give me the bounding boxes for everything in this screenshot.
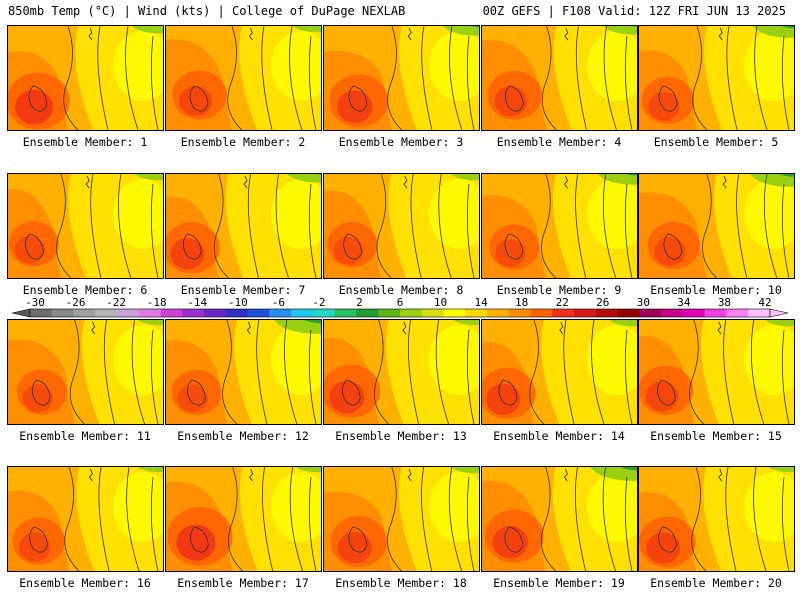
colorbar-segment bbox=[748, 309, 771, 317]
ensemble-member-label: Ensemble Member: 18 bbox=[335, 576, 467, 590]
colorbar-tick-label: 18 bbox=[515, 296, 529, 309]
colorbar-segment bbox=[30, 309, 53, 317]
colorbar-segment bbox=[117, 309, 140, 317]
colorbar-segment bbox=[312, 309, 336, 317]
colorbar-segment bbox=[465, 309, 488, 317]
colorbar-segment bbox=[73, 309, 96, 317]
ensemble-member-label: Ensemble Member: 13 bbox=[335, 429, 467, 443]
colorbar-tick-label: 6 bbox=[396, 296, 404, 309]
colorbar-segment bbox=[225, 309, 248, 317]
ensemble-member-map bbox=[638, 25, 795, 131]
ensemble-member-label: Ensemble Member: 14 bbox=[493, 429, 625, 443]
ensemble-member-map bbox=[481, 25, 638, 131]
colorbar-segment bbox=[291, 309, 314, 317]
ensemble-member-map bbox=[481, 466, 638, 572]
ensemble-member-label: Ensemble Member: 6 bbox=[22, 283, 148, 297]
colorbar-segment bbox=[617, 309, 640, 317]
ensemble-member-map bbox=[7, 319, 164, 425]
colorbar-segment bbox=[443, 309, 466, 317]
colorbar-tick-label: -26 bbox=[65, 296, 86, 309]
colorbar-tick-label: -6 bbox=[271, 296, 285, 309]
ensemble-member-label: Ensemble Member: 4 bbox=[496, 135, 622, 149]
ensemble-member-map bbox=[165, 25, 322, 131]
colorbar-tick-label: -2 bbox=[312, 296, 326, 309]
colorbar-tick-label: 2 bbox=[356, 296, 363, 309]
colorbar-tick-label: 34 bbox=[677, 296, 691, 309]
colorbar-tick-label: 26 bbox=[596, 296, 610, 309]
colorbar-tick-label: 22 bbox=[555, 296, 569, 309]
map-title: 850mb Temp (°C) | Wind (kts) | College o… bbox=[8, 4, 406, 18]
ensemble-member-label: Ensemble Member: 19 bbox=[493, 576, 625, 590]
ensemble-member-label: Ensemble Member: 8 bbox=[338, 283, 464, 297]
colorbar-tick-label: 38 bbox=[717, 296, 732, 309]
ensemble-member-map bbox=[481, 173, 638, 279]
ensemble-member-map bbox=[165, 319, 322, 425]
colorbar-segment bbox=[400, 309, 423, 317]
run-valid-time: 00Z GEFS | F108 Valid: 12Z FRI JUN 13 20… bbox=[482, 4, 786, 18]
colorbar-segment bbox=[51, 309, 74, 317]
colorbar-segment bbox=[530, 309, 553, 317]
ensemble-member-map bbox=[7, 25, 164, 131]
colorbar-tick-label: -30 bbox=[25, 296, 45, 309]
colorbar-tick-label: 10 bbox=[433, 296, 448, 309]
colorbar-tick-label: 30 bbox=[636, 296, 650, 309]
ensemble-member-label: Ensemble Member: 16 bbox=[19, 576, 151, 590]
colorbar-segment bbox=[508, 309, 531, 317]
ensemble-member-label: Ensemble Member: 20 bbox=[650, 576, 782, 590]
ensemble-member-map bbox=[165, 173, 322, 279]
ensemble-member-map bbox=[323, 173, 480, 279]
colorbar-segment bbox=[639, 309, 662, 317]
ensemble-member-label: Ensemble Member: 3 bbox=[338, 135, 464, 149]
colorbar-left-arrow bbox=[11, 308, 31, 318]
colorbar-segment bbox=[595, 309, 618, 317]
colorbar-segment bbox=[487, 309, 510, 317]
ensemble-member-map bbox=[638, 319, 795, 425]
colorbar-tick-label: 42 bbox=[758, 296, 772, 309]
colorbar-tick-label: -18 bbox=[146, 296, 167, 309]
ensemble-member-map bbox=[323, 25, 480, 131]
colorbar-segment bbox=[378, 309, 401, 317]
colorbar-tick-label: 14 bbox=[474, 296, 488, 309]
ensemble-member-label: Ensemble Member: 7 bbox=[180, 283, 306, 297]
colorbar-tick-label: -14 bbox=[187, 296, 208, 309]
ensemble-member-map bbox=[323, 466, 480, 572]
colorbar-segment bbox=[661, 309, 684, 317]
ensemble-member-label: Ensemble Member: 1 bbox=[22, 135, 148, 149]
colorbar-tick-label: -22 bbox=[106, 296, 127, 309]
colorbar-segment bbox=[160, 309, 183, 317]
ensemble-member-label: Ensemble Member: 10 bbox=[650, 283, 782, 297]
temperature-colorbar: -30 -26 -22 -18 -14 -10 -6 -2 2 6 10 14 18 22 26 30 34 38… bbox=[0, 296, 800, 322]
ensemble-member-label: Ensemble Member: 12 bbox=[177, 429, 309, 443]
ensemble-member-map bbox=[323, 319, 480, 425]
colorbar-segment bbox=[421, 309, 444, 317]
colorbar-segment bbox=[356, 309, 379, 317]
ensemble-member-map bbox=[638, 173, 795, 279]
colorbar-tick-label: -10 bbox=[227, 296, 248, 309]
ensemble-member-map bbox=[7, 173, 164, 279]
colorbar-segment bbox=[182, 309, 205, 317]
ensemble-member-map bbox=[165, 466, 322, 572]
ensemble-member-map bbox=[7, 466, 164, 572]
colorbar-segment bbox=[574, 309, 597, 317]
colorbar-segment bbox=[704, 309, 727, 317]
colorbar-segment bbox=[95, 309, 118, 317]
colorbar-segment bbox=[334, 309, 357, 317]
colorbar-segment bbox=[247, 309, 270, 317]
ensemble-member-map bbox=[638, 466, 795, 572]
colorbar-segment bbox=[552, 309, 575, 317]
ensemble-member-label: Ensemble Member: 17 bbox=[177, 576, 309, 590]
ensemble-member-label: Ensemble Member: 9 bbox=[496, 283, 622, 297]
ensemble-member-label: Ensemble Member: 11 bbox=[19, 429, 151, 443]
colorbar-right-arrow bbox=[769, 308, 789, 318]
colorbar-segment bbox=[138, 309, 161, 317]
colorbar-segment bbox=[726, 309, 749, 317]
colorbar-segment bbox=[682, 309, 706, 317]
ensemble-member-label: Ensemble Member: 15 bbox=[650, 429, 782, 443]
colorbar-segment bbox=[204, 309, 227, 317]
ensemble-member-map bbox=[481, 319, 638, 425]
ensemble-member-label: Ensemble Member: 2 bbox=[180, 135, 306, 149]
ensemble-member-label: Ensemble Member: 5 bbox=[653, 135, 779, 149]
colorbar-segment bbox=[269, 309, 292, 317]
